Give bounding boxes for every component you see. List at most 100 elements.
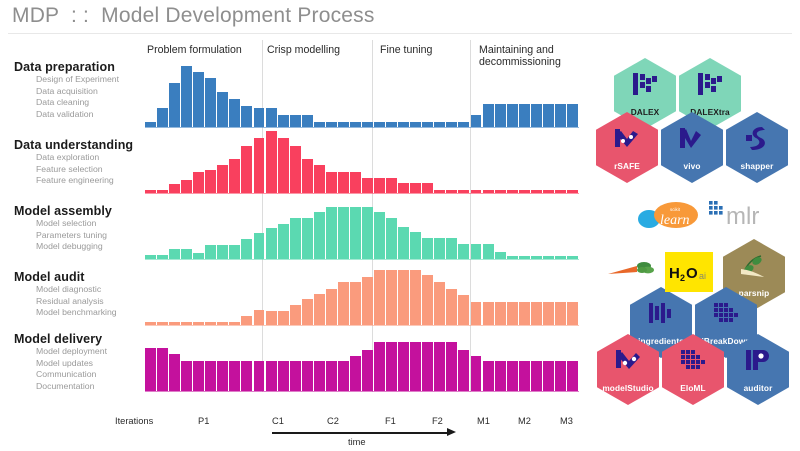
bar (482, 103, 494, 127)
bar (506, 361, 518, 391)
bar (181, 361, 193, 391)
bar (470, 115, 482, 127)
ibreakdown-icon (711, 300, 741, 331)
bar (554, 301, 566, 325)
bar (205, 78, 217, 127)
bar (145, 347, 156, 391)
bar (181, 66, 193, 127)
bar (386, 178, 398, 193)
bar (181, 180, 193, 193)
bar (434, 189, 446, 193)
hex-logo-label: EloML (680, 383, 706, 393)
bar (506, 103, 518, 127)
bar (470, 189, 482, 193)
hex-logo-label: parsnip (738, 288, 770, 298)
bar (229, 99, 241, 127)
bar (217, 165, 229, 193)
bar (169, 353, 181, 391)
group-subitem: Model debugging (36, 241, 103, 252)
bar (398, 122, 410, 127)
group-subitem: Residual analysis (36, 295, 104, 306)
bar (205, 321, 217, 325)
bar (374, 122, 385, 127)
bar (566, 189, 578, 193)
bar (566, 361, 578, 391)
bar (554, 255, 566, 259)
logo-caret[interactable] (604, 255, 660, 283)
group-subitem: Model diagnostic (36, 284, 102, 294)
bar (265, 228, 277, 259)
bar (542, 189, 554, 193)
bar (494, 189, 506, 193)
bar (145, 122, 156, 127)
bar (181, 321, 193, 325)
bar (470, 301, 482, 325)
bar (217, 321, 229, 325)
bar (217, 245, 229, 259)
bar (229, 321, 241, 325)
bar (145, 254, 156, 259)
bar (482, 361, 494, 391)
bar (337, 206, 349, 259)
bar (530, 301, 542, 325)
bar (566, 301, 578, 325)
svg-text:mlr: mlr (726, 203, 759, 230)
time-arrow-line (272, 432, 447, 434)
hex-logo-label: shapper (740, 161, 774, 171)
bar (205, 169, 217, 193)
bar (446, 189, 458, 193)
svg-text:H: H (669, 265, 680, 282)
hex-logo-label: DALEX (630, 107, 660, 117)
group-model-assembly: Model assembly Model selection Parameters … (14, 204, 112, 253)
bar (422, 122, 434, 127)
phase-header-4: Maintaining and decommissioning (479, 44, 561, 69)
bar (434, 342, 446, 391)
bar (446, 122, 458, 127)
chart-row-data-preparation (145, 58, 579, 128)
bar (542, 103, 554, 127)
bar (193, 72, 205, 127)
logo-scikit-learn[interactable]: learn scikit (634, 200, 706, 234)
hex-logo-label: rSAFE (614, 161, 640, 171)
bar (325, 206, 337, 259)
bar (482, 189, 494, 193)
bar (265, 361, 277, 391)
bar (169, 321, 181, 325)
bar (482, 301, 494, 325)
bar (530, 361, 542, 391)
bar (337, 361, 349, 391)
phase-divider-3 (470, 40, 471, 392)
hex-logo-label: ingredients (638, 336, 684, 346)
svg-text:scikit: scikit (670, 207, 681, 212)
bar (157, 108, 168, 127)
bar (241, 238, 253, 259)
bar (386, 122, 398, 127)
phase-header-3: Fine tuning (380, 44, 433, 56)
bar (362, 122, 373, 127)
bar (241, 361, 253, 391)
logo-mlr[interactable]: mlr (707, 199, 787, 231)
bar (518, 255, 530, 259)
group-subitem: Model deployment (36, 346, 107, 356)
phase-header-1: Problem formulation (147, 44, 242, 56)
bar (470, 355, 482, 391)
group-title: Model delivery (14, 332, 103, 346)
svg-text:O: O (686, 265, 698, 282)
bar (193, 361, 205, 391)
bar (157, 321, 168, 325)
mdp-chart (145, 40, 579, 400)
bar (145, 321, 156, 325)
hex-logo-shapper[interactable]: shapper (726, 112, 788, 183)
bar (518, 103, 530, 127)
group-title: Model audit (14, 270, 85, 284)
group-title: Model assembly (14, 204, 112, 218)
bar (506, 255, 518, 259)
bar (325, 122, 337, 127)
bar (494, 103, 506, 127)
bar (362, 277, 373, 325)
bar (458, 189, 470, 193)
bar (205, 245, 217, 259)
bar (446, 237, 458, 259)
bar (398, 183, 410, 193)
